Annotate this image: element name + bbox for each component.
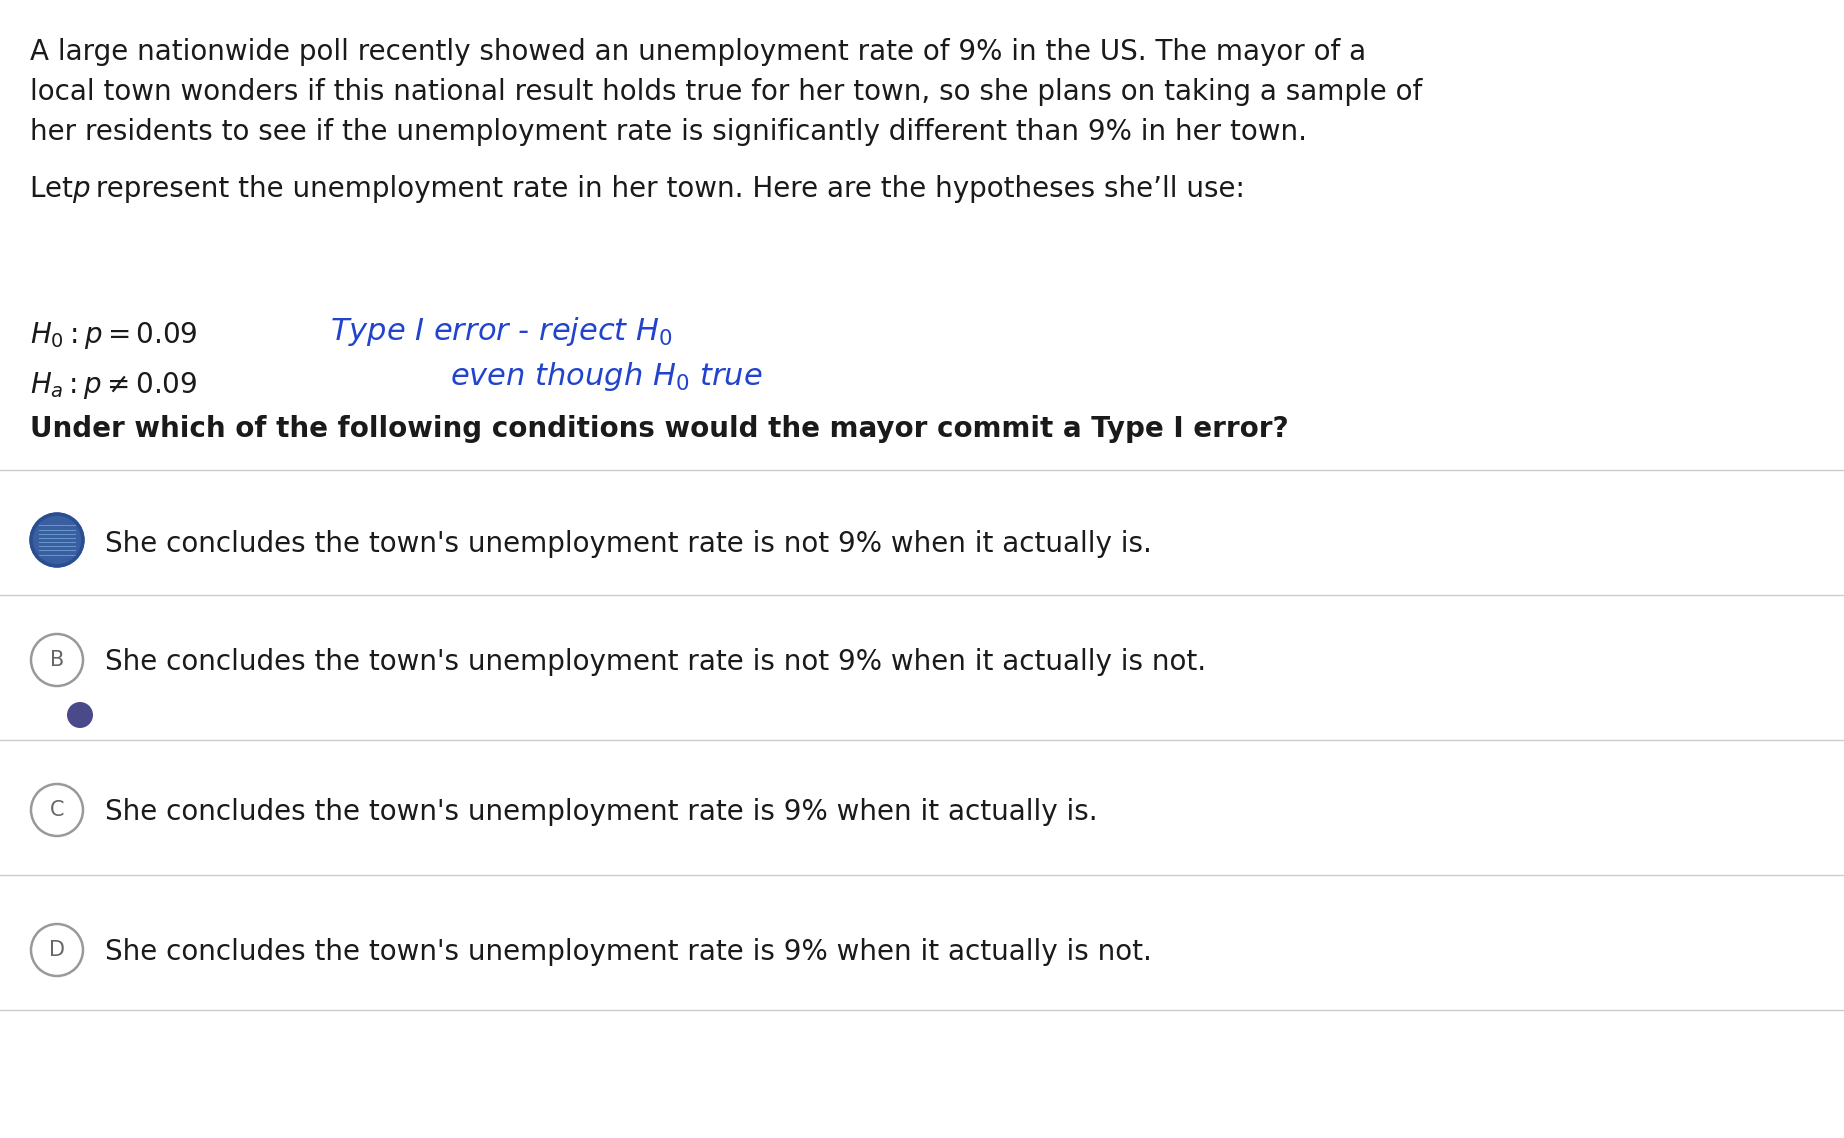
Circle shape: [31, 634, 83, 686]
Text: $H_a : p \neq 0.09$: $H_a : p \neq 0.09$: [30, 370, 197, 401]
Text: She concludes the town's unemployment rate is not 9% when it actually is.: She concludes the town's unemployment ra…: [105, 530, 1152, 558]
Text: p: p: [72, 175, 90, 203]
Text: She concludes the town's unemployment rate is 9% when it actually is not.: She concludes the town's unemployment ra…: [105, 938, 1152, 966]
Text: local town wonders if this national result holds true for her town, so she plans: local town wonders if this national resu…: [30, 79, 1422, 106]
Circle shape: [31, 514, 83, 566]
Text: even though $H_0$ true: even though $H_0$ true: [450, 360, 763, 393]
Text: Let: Let: [30, 175, 81, 203]
Text: She concludes the town's unemployment rate is 9% when it actually is.: She concludes the town's unemployment ra…: [105, 798, 1097, 826]
Text: represent the unemployment rate in her town. Here are the hypotheses she’ll use:: represent the unemployment rate in her t…: [87, 175, 1245, 203]
Text: $H_0 : p = 0.09$: $H_0 : p = 0.09$: [30, 320, 197, 351]
Text: D: D: [50, 940, 65, 960]
Text: She concludes the town's unemployment rate is not 9% when it actually is not.: She concludes the town's unemployment ra…: [105, 648, 1206, 676]
Circle shape: [31, 924, 83, 976]
Text: Type I error - reject $H_0$: Type I error - reject $H_0$: [330, 315, 673, 348]
Text: C: C: [50, 800, 65, 820]
Circle shape: [31, 784, 83, 836]
Text: Under which of the following conditions would the mayor commit a Type I error?: Under which of the following conditions …: [30, 415, 1289, 443]
Circle shape: [66, 702, 92, 728]
Text: her residents to see if the unemployment rate is significantly different than 9%: her residents to see if the unemployment…: [30, 118, 1307, 146]
Text: B: B: [50, 650, 65, 670]
Text: A large nationwide poll recently showed an unemployment rate of 9% in the US. Th: A large nationwide poll recently showed …: [30, 38, 1366, 66]
